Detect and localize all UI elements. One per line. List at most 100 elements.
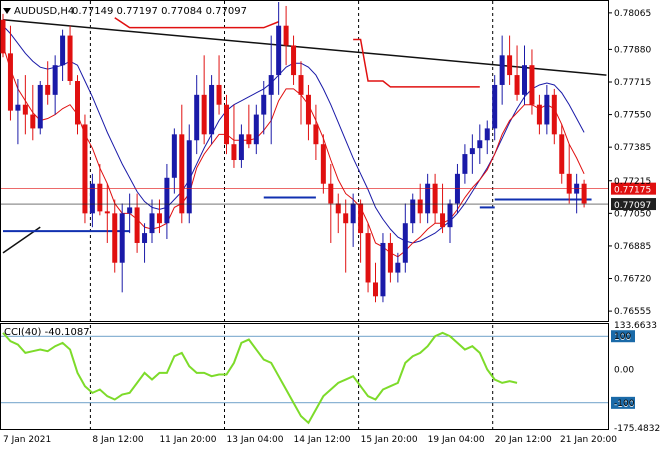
candle-body: [477, 140, 483, 149]
x-tick-label: 7 Jan 2021: [3, 435, 51, 445]
candle-body: [37, 84, 43, 129]
candle-body: [97, 183, 103, 212]
candle-body: [380, 242, 386, 297]
price-tick-label: 0.77385: [614, 143, 651, 153]
candle-body: [440, 213, 446, 228]
candle-body: [171, 134, 177, 178]
candle-body: [7, 53, 13, 111]
candle-body: [253, 114, 259, 145]
candle-body: [417, 199, 423, 214]
cci-panel[interactable]: 100 -100: [1, 330, 635, 425]
cci-tick-label: 100: [614, 332, 631, 342]
candle-body: [469, 148, 475, 155]
candle-body: [201, 94, 207, 135]
price-tick-label: 0.76885: [614, 242, 651, 252]
cci-tick-label: 133.6633: [614, 321, 657, 331]
candle-body: [373, 282, 378, 297]
cci-panel-frame: [0, 323, 609, 430]
candle-body: [462, 154, 468, 174]
candle-body: [551, 94, 557, 135]
candle-body: [156, 213, 162, 224]
candle-body: [305, 94, 311, 125]
x-tick-label: 21 Jan 20:00: [560, 435, 617, 445]
candle-body: [45, 84, 51, 95]
candle-body: [119, 213, 125, 263]
x-tick-label: 19 Jan 04:00: [428, 435, 485, 445]
cci-level-badge: [611, 330, 635, 343]
candle-body: [15, 104, 21, 111]
symbol-label: AUDUSD,H4: [14, 6, 74, 17]
cci-tick-label: -100: [614, 399, 635, 409]
price-tag-box: [611, 198, 656, 211]
candle-body: [291, 45, 297, 76]
candle-body: [283, 25, 289, 46]
candle-body: [522, 65, 527, 95]
candle-body: [350, 203, 356, 224]
price-tag-box: [611, 182, 656, 195]
candle-body: [60, 35, 66, 66]
candle-body: [52, 65, 58, 95]
time-axis: 7 Jan 2021 8 Jan 12:00 11 Jan 20:00 13 Jan …: [3, 435, 617, 445]
candle-body: [261, 94, 267, 115]
x-tick-label: 20 Jan 12:00: [495, 435, 552, 445]
candle-body: [134, 207, 140, 243]
price-axis: 0.78065 0.77880 0.77715 0.77550 0.77385 0.772…: [608, 9, 651, 317]
candle-body: [499, 55, 505, 85]
x-tick-label: 13 Jan 04:00: [227, 435, 284, 445]
triangle-down-icon: [3, 8, 11, 14]
candle-body: [127, 207, 133, 214]
candle-body: [484, 128, 490, 141]
price-tick-label: 0.76555: [614, 307, 651, 317]
main-price-panel[interactable]: 0.77175 0.77097: [0, 2, 657, 303]
candle-body: [387, 242, 393, 273]
candle-body: [142, 233, 148, 243]
candle-body: [365, 233, 371, 283]
price-tick-label: 0.76720: [614, 275, 651, 285]
candle-body: [581, 183, 587, 204]
candle-body: [313, 124, 319, 145]
price-tick-label: 0.77715: [614, 78, 651, 88]
price-tag-label: 0.77097: [614, 201, 651, 211]
candle-body: [186, 140, 192, 214]
candle-body: [298, 75, 304, 95]
candle-body: [216, 84, 222, 105]
trendline: [2, 19, 607, 76]
candle-body: [276, 25, 282, 76]
cci-tick-label: 0.00: [614, 366, 634, 376]
candle-body: [559, 134, 565, 174]
ohlc-values: 0.77149 0.77197 0.77084 0.77097: [72, 6, 247, 17]
x-tick-label: 14 Jan 12:00: [294, 435, 351, 445]
price-tick-label: 0.78065: [614, 9, 651, 19]
candle-body: [246, 134, 252, 145]
stop-line: [353, 38, 480, 88]
price-tag-label: 0.77175: [614, 186, 651, 196]
candle-body: [30, 114, 36, 129]
candle-body: [22, 104, 28, 115]
cci-level-badge: [611, 396, 635, 409]
candle-body: [82, 124, 88, 214]
candle-body: [194, 94, 200, 141]
candle-body: [507, 55, 513, 76]
cci-level-badge-label: -100: [614, 400, 635, 410]
price-tick-label: 0.77880: [614, 45, 651, 55]
candle-body: [89, 183, 95, 214]
candle-body: [328, 183, 334, 204]
cci-level-badge-label: 100: [614, 333, 631, 343]
candle-body: [112, 213, 118, 263]
candle-body: [544, 94, 550, 125]
candle-body: [179, 134, 185, 214]
x-tick-label: 8 Jan 12:00: [92, 435, 144, 445]
candle-body: [209, 84, 215, 135]
candle-body: [335, 203, 341, 214]
candle-body: [358, 203, 364, 234]
x-tick-label: 15 Jan 20:00: [361, 435, 418, 445]
candle-body: [268, 75, 274, 95]
cci-line: [2, 331, 518, 425]
candle-body: [75, 81, 80, 125]
candle-body: [410, 199, 416, 224]
candle-body: [224, 104, 229, 145]
candle-body: [104, 211, 110, 214]
candle-body: [492, 84, 498, 129]
